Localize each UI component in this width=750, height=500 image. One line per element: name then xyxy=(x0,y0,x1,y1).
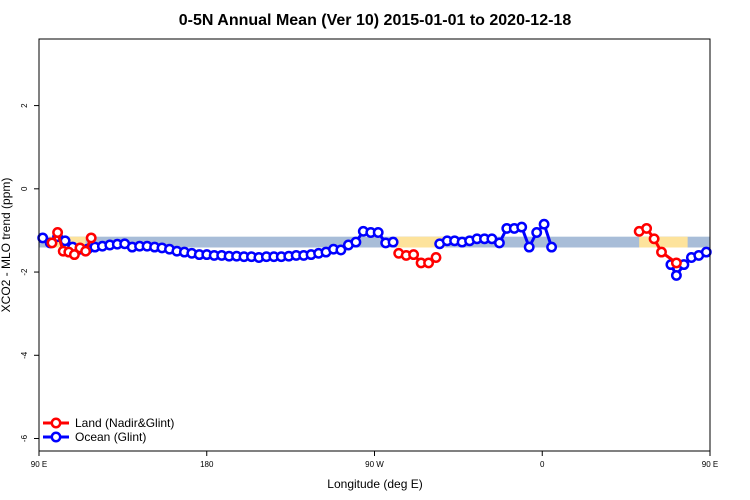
land-point-1-5 xyxy=(430,252,442,263)
ocean-point-1-42 xyxy=(372,227,384,238)
ocean-band xyxy=(39,236,710,248)
land-point-0-7 xyxy=(85,232,97,244)
y-tick-label-2: -2 xyxy=(20,268,29,276)
legend: Land (Nadir&Glint) Ocean (Glint) xyxy=(43,416,174,444)
land-point-2-2 xyxy=(648,233,660,245)
y-tick-label-1: 0 xyxy=(20,186,29,191)
x-tick-label-0: 90 E xyxy=(31,460,47,469)
x-axis: 90 E 180 90 W 0 90 E xyxy=(31,451,718,469)
land-point-1-4 xyxy=(423,257,435,269)
land-point-0-0 xyxy=(46,237,58,249)
ocean-point-2-11 xyxy=(516,221,528,233)
chart-title: 0-5N Annual Mean (Ver 10) 2015-01-01 to … xyxy=(179,12,572,29)
x-tick-label-4: 90 E xyxy=(702,460,718,469)
ocean-point-2-14 xyxy=(538,218,550,230)
ocean-point-2-13 xyxy=(531,227,543,238)
land-point-2-3 xyxy=(656,246,667,258)
legend-marker-land xyxy=(50,417,62,429)
land-point-0-4 xyxy=(68,249,80,261)
ocean-point-1-44 xyxy=(387,236,399,248)
y-axis-label: XCO2 - MLO trend (ppm) xyxy=(0,178,13,313)
y-tick-label-0: 2 xyxy=(20,103,29,108)
ocean-point-2-15 xyxy=(546,241,558,253)
land-point-0-1 xyxy=(52,227,64,238)
series-layer xyxy=(37,218,712,281)
ocean-point-3-1 xyxy=(670,269,682,281)
y-tick-label-4: -6 xyxy=(20,434,29,442)
land-band-1 xyxy=(396,236,446,248)
land-point-2-1 xyxy=(641,222,653,234)
y-axis: 2 0 -2 -4 -6 xyxy=(20,103,39,442)
land-band-2 xyxy=(639,236,688,248)
ocean-point-2-8 xyxy=(493,237,505,249)
ocean-point-1-37 xyxy=(335,244,347,256)
legend-label-land: Land (Nadir&Glint) xyxy=(75,416,174,430)
land-point-0-6 xyxy=(80,245,92,257)
ocean-point-1-39 xyxy=(350,236,362,248)
land-point-1-2 xyxy=(408,249,420,261)
x-tick-label-2: 90 W xyxy=(365,460,384,469)
ocean-point-3-5 xyxy=(700,246,712,258)
legend-marker-ocean xyxy=(50,431,62,443)
y-tick-label-3: -4 xyxy=(20,351,29,359)
x-tick-label-1: 180 xyxy=(200,460,214,469)
x-tick-label-3: 0 xyxy=(540,460,545,469)
land-point-2-4 xyxy=(670,257,682,269)
x-axis-label: Longitude (deg E) xyxy=(327,477,422,491)
ocean-point-2-12 xyxy=(523,241,535,253)
legend-label-ocean: Ocean (Glint) xyxy=(75,430,146,444)
